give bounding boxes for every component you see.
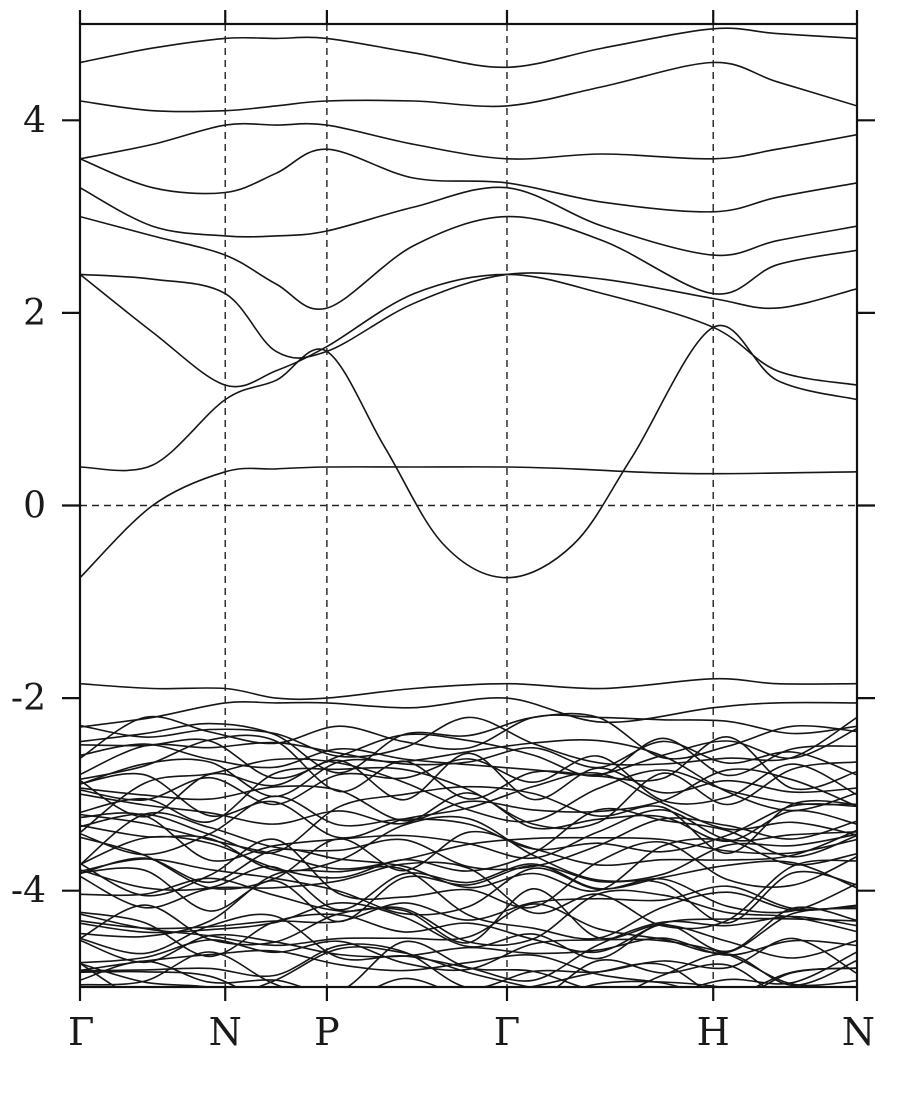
band-12-line — [80, 696, 857, 728]
band-line — [80, 864, 857, 924]
band-lines-highlighted — [80, 27, 857, 728]
x-tick-label: N — [209, 1010, 242, 1054]
band-line — [80, 946, 857, 987]
y-tick-label: -2 — [11, 678, 46, 719]
band-line — [80, 716, 857, 766]
band-line — [80, 714, 857, 759]
band-line — [80, 738, 857, 812]
band-lines-background — [80, 712, 857, 987]
band-line — [80, 712, 857, 774]
band-3-line — [80, 273, 857, 388]
band-line — [80, 911, 857, 958]
band-line — [80, 727, 857, 776]
band-line — [80, 792, 857, 843]
band-line — [80, 865, 857, 940]
band-line — [80, 757, 857, 834]
band-line — [80, 733, 857, 780]
band-4-line — [80, 272, 857, 359]
band-line — [80, 761, 857, 830]
band-line — [80, 755, 857, 806]
band-10-line — [80, 27, 857, 69]
band-line — [80, 959, 767, 987]
x-tick-label: Γ — [494, 1010, 520, 1054]
band-line — [80, 838, 857, 893]
y-tick-label: 2 — [23, 293, 46, 334]
x-tick-label: Γ — [68, 1010, 94, 1054]
band-9-line — [80, 61, 857, 113]
x-tick-label: H — [697, 1010, 730, 1054]
band-line — [80, 949, 857, 987]
band-line — [80, 858, 857, 916]
band-7-line — [80, 148, 857, 213]
band-line — [80, 734, 857, 800]
band-line — [80, 838, 857, 909]
x-tick-label: P — [314, 1010, 340, 1054]
band-6-line — [80, 186, 857, 257]
band-5-line — [80, 215, 857, 311]
band-line — [80, 768, 857, 822]
band-line — [80, 813, 857, 870]
band-line — [80, 937, 857, 987]
band-1-line — [80, 466, 857, 579]
band-line — [80, 771, 857, 839]
guide-lines — [80, 24, 857, 987]
y-axis: 4 2 0 -2 -4 — [11, 100, 875, 912]
band-8-line — [80, 122, 857, 160]
band-2-line — [80, 324, 857, 579]
band-line — [80, 807, 857, 879]
band-line — [80, 815, 857, 883]
band-line — [80, 860, 857, 911]
band-line — [80, 940, 857, 987]
band-11-line — [80, 677, 857, 701]
band-line — [80, 951, 857, 987]
band-line — [80, 795, 857, 856]
y-tick-label: -4 — [11, 871, 46, 912]
band-line — [80, 859, 857, 930]
x-tick-label: N — [842, 1010, 875, 1054]
y-tick-label: 0 — [23, 486, 46, 527]
band-line — [80, 740, 857, 776]
band-line — [80, 811, 857, 871]
y-tick-label: 4 — [23, 100, 46, 141]
band-line — [80, 902, 857, 960]
